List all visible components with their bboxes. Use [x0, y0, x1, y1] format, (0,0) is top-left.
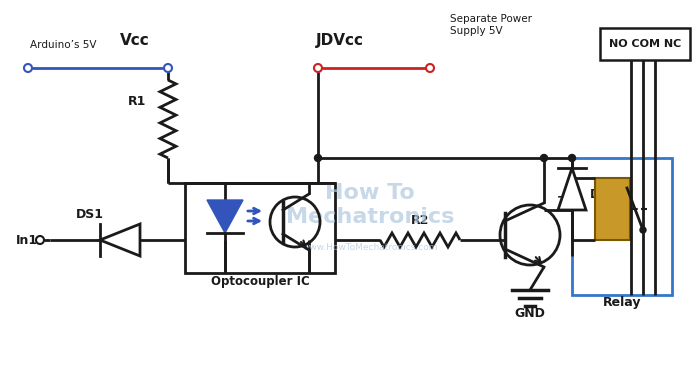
Text: www.HowToMechatronics.com: www.HowToMechatronics.com — [302, 244, 438, 253]
Polygon shape — [100, 224, 140, 256]
Text: D1: D1 — [590, 188, 609, 201]
Text: Separate Power
Supply 5V: Separate Power Supply 5V — [450, 15, 532, 36]
Bar — [595, 178, 630, 240]
Text: NO COM NC: NO COM NC — [609, 39, 681, 49]
Text: DS1: DS1 — [76, 208, 104, 221]
Polygon shape — [558, 168, 586, 210]
Circle shape — [640, 227, 646, 233]
Text: JDVcc: JDVcc — [316, 33, 364, 48]
Circle shape — [164, 64, 172, 72]
Circle shape — [36, 236, 44, 244]
Bar — [600, 28, 690, 60]
Text: R2: R2 — [411, 214, 429, 227]
Text: Vcc: Vcc — [120, 33, 150, 48]
Text: Arduino’s 5V: Arduino’s 5V — [30, 40, 97, 50]
Text: How To
Mechatronics: How To Mechatronics — [286, 184, 454, 227]
Polygon shape — [207, 200, 243, 233]
Text: Relay: Relay — [603, 296, 641, 309]
Bar — [185, 183, 335, 273]
Text: T1: T1 — [558, 195, 575, 208]
Circle shape — [314, 64, 322, 72]
Text: GND: GND — [514, 307, 545, 320]
Text: In1: In1 — [16, 233, 38, 247]
Circle shape — [314, 154, 321, 162]
Circle shape — [540, 154, 547, 162]
Circle shape — [426, 64, 434, 72]
Bar — [572, 158, 672, 295]
Text: R1: R1 — [128, 95, 146, 108]
Circle shape — [568, 154, 575, 162]
Text: Optocoupler IC: Optocoupler IC — [211, 275, 309, 288]
Circle shape — [24, 64, 32, 72]
